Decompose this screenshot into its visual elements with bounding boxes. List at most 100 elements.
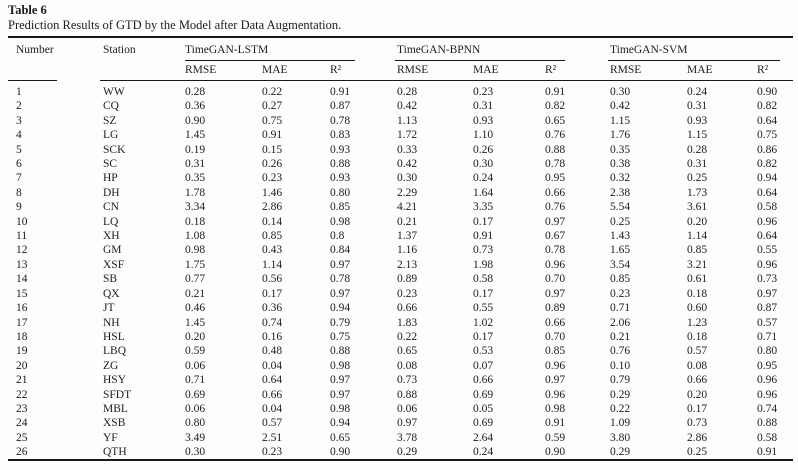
cell-bpnn-r2: 0.70: [545, 273, 566, 286]
cell-svm-rmse: 1.43: [610, 230, 631, 243]
cell-lstm-rmse: 0.30: [185, 446, 206, 459]
cell-lstm-mae: 0.85: [262, 230, 283, 243]
cell-lstm-rmse: 0.71: [185, 374, 206, 387]
cell-lstm-rmse: 3.49: [185, 431, 206, 444]
cell-bpnn-r2: 0.88: [545, 143, 566, 156]
cell-bpnn-mae: 1.02: [473, 316, 494, 329]
cell-svm-mae: 1.14: [687, 230, 708, 243]
table-row: 12 GM 0.98 0.43 0.84 1.16 0.73 0.78 1.65…: [8, 243, 793, 257]
cell-number: 17: [16, 316, 28, 329]
table-row: 15 QX 0.21 0.17 0.97 0.23 0.17 0.97 0.23…: [8, 287, 793, 301]
cell-lstm-mae: 2.86: [262, 201, 283, 214]
cell-station: SFDT: [103, 388, 132, 401]
table-row: 3 SZ 0.90 0.75 0.78 1.13 0.93 0.65 1.15 …: [8, 114, 793, 128]
cell-lstm-mae: 0.75: [262, 114, 283, 127]
cell-lstm-rmse: 0.98: [185, 244, 206, 257]
cell-lstm-rmse: 0.36: [185, 100, 206, 113]
table-row: 9 CN 3.34 2.86 0.85 4.21 3.35 0.76 5.54 …: [8, 200, 793, 214]
cell-bpnn-rmse: 0.30: [397, 172, 418, 185]
cell-lstm-r2: 0.98: [330, 215, 351, 228]
cell-number: 3: [16, 114, 22, 127]
cell-svm-r2: 0.64: [757, 230, 778, 243]
cell-bpnn-mae: 0.17: [473, 215, 494, 228]
cell-svm-r2: 0.55: [757, 244, 778, 257]
cell-lstm-mae: 1.46: [262, 186, 283, 199]
table-row: 26 QTH 0.30 0.23 0.90 0.29 0.24 0.90 0.2…: [8, 445, 793, 459]
cell-svm-r2: 0.57: [757, 316, 778, 329]
cell-svm-r2: 0.96: [757, 374, 778, 387]
table-row: 6 SC 0.31 0.26 0.88 0.42 0.30 0.78 0.38 …: [8, 157, 793, 171]
cell-lstm-r2: 0.98: [330, 359, 351, 372]
cell-bpnn-r2: 0.82: [545, 100, 566, 113]
cell-lstm-rmse: 0.46: [185, 302, 206, 315]
cell-bpnn-r2: 0.91: [545, 86, 566, 98]
cell-bpnn-mae: 0.26: [473, 143, 494, 156]
cell-bpnn-r2: 0.98: [545, 402, 566, 415]
cell-bpnn-mae: 0.05: [473, 402, 494, 415]
table-header-groups: Number Station TimeGAN-LSTM TimeGAN-BPNN…: [8, 44, 793, 57]
cell-bpnn-rmse: 0.89: [397, 273, 418, 286]
cell-svm-rmse: 5.54: [610, 201, 631, 214]
table-row: 16 JT 0.46 0.36 0.94 0.66 0.55 0.89 0.71…: [8, 301, 793, 315]
cell-svm-mae: 0.85: [687, 244, 708, 257]
cell-svm-mae: 0.31: [687, 158, 708, 171]
cell-svm-mae: 0.20: [687, 215, 708, 228]
cell-bpnn-rmse: 1.83: [397, 316, 418, 329]
cell-station: YF: [103, 431, 118, 444]
cell-station: WW: [103, 86, 125, 98]
cell-bpnn-rmse: 0.28: [397, 86, 418, 98]
cell-svm-r2: 0.96: [757, 215, 778, 228]
cell-svm-rmse: 0.85: [610, 273, 631, 286]
table-row: 13 XSF 1.75 1.14 0.97 2.13 1.98 0.96 3.5…: [8, 258, 793, 272]
cell-lstm-r2: 0.93: [330, 172, 351, 185]
cell-station: SB: [103, 273, 118, 286]
cell-bpnn-mae: 3.35: [473, 201, 494, 214]
rule-header-number: [8, 80, 57, 81]
cell-svm-r2: 0.90: [757, 86, 778, 98]
cell-bpnn-rmse: 0.33: [397, 143, 418, 156]
cell-bpnn-r2: 0.76: [545, 129, 566, 142]
cell-bpnn-r2: 0.78: [545, 244, 566, 257]
cell-lstm-mae: 0.91: [262, 129, 283, 142]
cell-bpnn-r2: 0.78: [545, 158, 566, 171]
cell-bpnn-rmse: 0.73: [397, 374, 418, 387]
cell-bpnn-mae: 0.58: [473, 273, 494, 286]
cell-svm-mae: 2.86: [687, 431, 708, 444]
subheader-lstm-r2: R²: [330, 64, 342, 76]
subheader-lstm-rmse: RMSE: [185, 64, 217, 76]
cell-lstm-rmse: 0.19: [185, 143, 206, 156]
cell-svm-rmse: 0.29: [610, 446, 631, 459]
cell-lstm-mae: 0.57: [262, 417, 283, 430]
cell-svm-rmse: 0.32: [610, 172, 631, 185]
cell-svm-rmse: 1.76: [610, 129, 631, 142]
cell-bpnn-r2: 0.66: [545, 316, 566, 329]
cell-svm-mae: 0.60: [687, 302, 708, 315]
table-row: 8 DH 1.78 1.46 0.80 2.29 1.64 0.66 2.38 …: [8, 186, 793, 200]
cell-lstm-r2: 0.83: [330, 129, 351, 142]
cell-svm-r2: 0.88: [757, 417, 778, 430]
cell-svm-mae: 0.24: [687, 86, 708, 98]
subheader-svm-r2: R²: [757, 64, 769, 76]
cell-bpnn-r2: 0.85: [545, 345, 566, 358]
table-row: 25 YF 3.49 2.51 0.65 3.78 2.64 0.59 3.80…: [8, 431, 793, 445]
cell-lstm-r2: 0.88: [330, 345, 351, 358]
cell-lstm-r2: 0.97: [330, 388, 351, 401]
cell-bpnn-r2: 0.96: [545, 388, 566, 401]
cell-bpnn-r2: 0.66: [545, 186, 566, 199]
cell-lstm-mae: 1.14: [262, 258, 283, 271]
cell-svm-mae: 3.21: [687, 258, 708, 271]
cell-svm-r2: 0.82: [757, 100, 778, 113]
cell-svm-rmse: 0.21: [610, 330, 631, 343]
cell-lstm-r2: 0.97: [330, 287, 351, 300]
cell-bpnn-mae: 1.10: [473, 129, 494, 142]
cell-svm-rmse: 0.79: [610, 374, 631, 387]
cell-lstm-r2: 0.97: [330, 258, 351, 271]
cell-lstm-mae: 0.36: [262, 302, 283, 315]
cell-number: 5: [16, 143, 22, 156]
cell-lstm-r2: 0.65: [330, 431, 351, 444]
cell-bpnn-rmse: 0.88: [397, 388, 418, 401]
cell-svm-mae: 0.61: [687, 273, 708, 286]
cell-bpnn-mae: 0.91: [473, 230, 494, 243]
cell-bpnn-mae: 0.53: [473, 345, 494, 358]
table-label: Table 6: [8, 3, 47, 17]
